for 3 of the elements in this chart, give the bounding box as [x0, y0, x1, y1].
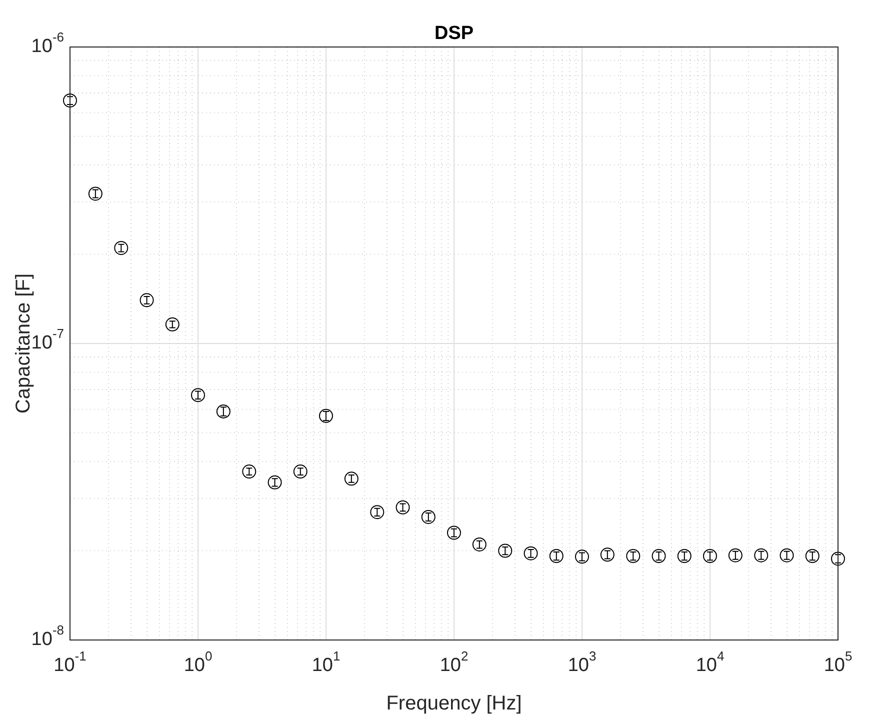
y-axis-title: Capacitance [F] [12, 273, 35, 414]
chart-title: DSP [434, 23, 474, 44]
x-axis-title: Frequency [Hz] [386, 692, 522, 715]
